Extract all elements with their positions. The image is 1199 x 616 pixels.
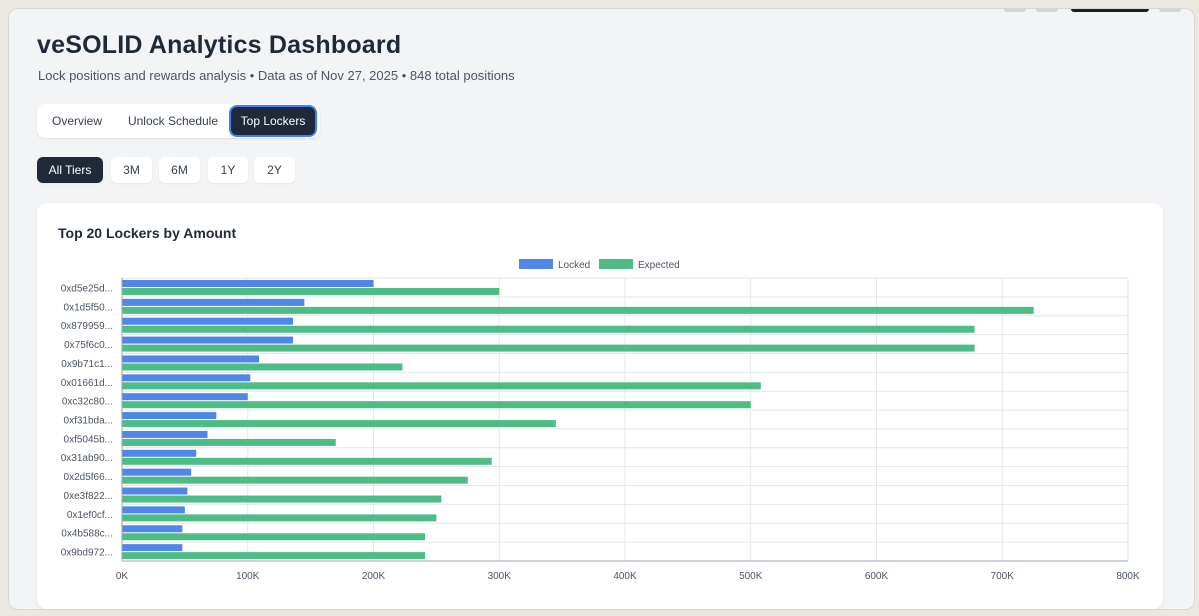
bar-locked-11[interactable] — [122, 468, 192, 476]
bar-locked-1[interactable] — [122, 280, 374, 287]
window-control-icon[interactable] — [1036, 9, 1058, 12]
y-tick-label: 0x1d5f50... — [64, 302, 113, 313]
chart-title: Top 20 Lockers by Amount — [58, 225, 237, 241]
bar-locked-6[interactable] — [122, 374, 251, 382]
top-lockers-bar-chart: 0xd5e25d... 0x1d5f50... 0x879959... 0x75f6c… — [61, 259, 1140, 582]
tab-unlock-schedule[interactable]: Unlock Schedule — [127, 114, 219, 128]
bar-locked-4[interactable] — [122, 336, 294, 344]
x-tick-label: 800K — [1116, 571, 1140, 582]
x-tick-label: 200K — [362, 571, 386, 582]
x-tick-label: 300K — [488, 571, 512, 582]
bar-locked-5[interactable] — [122, 355, 260, 363]
top-lockers-card: Top 20 Lockers by Amount 0xd5e25d... 0x1d… — [37, 203, 1163, 609]
tier-filter-3m[interactable]: 3M — [111, 157, 152, 183]
tab-overview[interactable]: Overview — [51, 114, 102, 128]
y-tick-label: 0x01661d... — [61, 378, 113, 389]
y-tick-label: 0x2d5f66... — [64, 472, 113, 483]
bar-expected-3[interactable] — [122, 325, 975, 333]
bar-locked-13[interactable] — [122, 506, 185, 514]
legend-label-locked[interactable]: Locked — [558, 260, 590, 271]
y-tick-label: 0xf5045b... — [64, 434, 113, 445]
bar-locked-3[interactable] — [122, 317, 294, 325]
bar-expected-14[interactable] — [122, 533, 426, 541]
x-tick-label: 600K — [865, 571, 889, 582]
legend-swatch-locked[interactable] — [519, 259, 553, 269]
tab-top-lockers[interactable]: Top Lockers — [231, 107, 315, 135]
bar-expected-5[interactable] — [122, 363, 403, 371]
x-tick-label: 400K — [613, 571, 637, 582]
tier-filter-2y[interactable]: 2Y — [254, 157, 295, 183]
bar-locked-7[interactable] — [122, 393, 248, 401]
bar-locked-2[interactable] — [122, 298, 305, 306]
y-tick-label: 0x4b588c... — [61, 529, 113, 540]
bar-locked-10[interactable] — [122, 449, 197, 457]
tier-filter-1y[interactable]: 1Y — [208, 157, 248, 183]
y-tick-label: 0x1ef0cf... — [67, 510, 113, 521]
bar-expected-10[interactable] — [122, 457, 492, 465]
y-tick-label: 0xc32c80... — [62, 397, 113, 408]
y-tick-label: 0xf31bda... — [64, 416, 113, 427]
window-control-icon[interactable] — [1004, 9, 1026, 12]
x-tick-label: 0K — [116, 571, 129, 582]
page-subtitle: Lock positions and rewards analysis • Da… — [38, 68, 515, 83]
bar-locked-14[interactable] — [122, 525, 183, 533]
app-window: veSOLID Analytics Dashboard Lock positio… — [8, 8, 1195, 610]
y-tick-label: 0x9b71c1... — [61, 359, 113, 370]
bar-locked-9[interactable] — [122, 430, 208, 438]
bar-locked-12[interactable] — [122, 487, 188, 495]
x-tick-label: 700K — [991, 571, 1015, 582]
bar-locked-8[interactable] — [122, 412, 217, 420]
view-tabs: Overview Unlock Schedule Top Lockers — [37, 104, 320, 138]
legend-swatch-expected[interactable] — [599, 259, 633, 269]
window-control-icon[interactable] — [1071, 9, 1149, 12]
bar-locked-15[interactable] — [122, 544, 183, 552]
y-tick-label: 0x31ab90... — [61, 453, 113, 464]
bar-expected-11[interactable] — [122, 476, 468, 484]
x-tick-label: 100K — [236, 571, 260, 582]
bar-expected-12[interactable] — [122, 495, 442, 503]
tier-filter-all[interactable]: All Tiers — [37, 157, 103, 183]
bar-expected-7[interactable] — [122, 401, 751, 409]
y-tick-label: 0x75f6c0... — [64, 340, 113, 351]
bar-expected-13[interactable] — [122, 514, 437, 522]
tier-filter-6m[interactable]: 6M — [159, 157, 200, 183]
bar-expected-2[interactable] — [122, 306, 1034, 314]
y-tick-label: 0xd5e25d... — [61, 283, 113, 294]
window-control-icon[interactable] — [1159, 9, 1181, 12]
bar-expected-8[interactable] — [122, 420, 556, 428]
bar-expected-9[interactable] — [122, 438, 336, 446]
y-tick-label: 0xe3f822... — [64, 491, 113, 502]
x-tick-label: 500K — [739, 571, 763, 582]
page-title: veSOLID Analytics Dashboard — [37, 31, 402, 59]
legend-label-expected[interactable]: Expected — [638, 260, 680, 271]
bar-expected-6[interactable] — [122, 382, 761, 390]
bar-expected-15[interactable] — [122, 552, 426, 560]
y-tick-label: 0x879959... — [61, 321, 113, 332]
bar-expected-4[interactable] — [122, 344, 975, 352]
y-tick-label: 0x9bd972... — [61, 548, 113, 559]
bar-expected-1[interactable] — [122, 288, 500, 295]
